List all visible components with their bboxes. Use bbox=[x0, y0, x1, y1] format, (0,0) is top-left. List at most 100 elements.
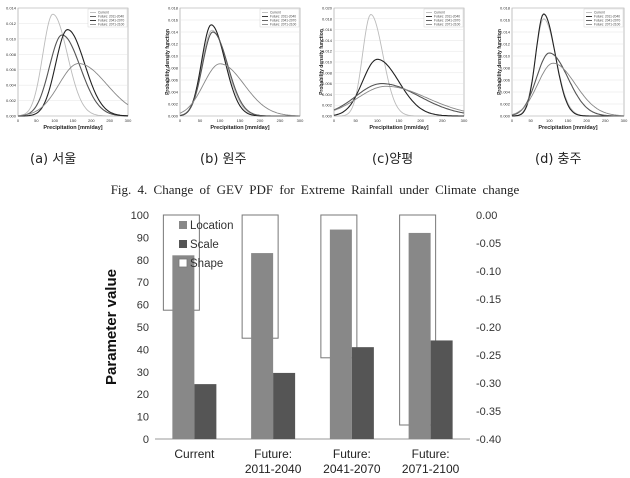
y-tick-label: 0.018 bbox=[500, 6, 511, 11]
y-tick-label: 0.000 bbox=[6, 114, 17, 119]
y-tick-label: 20 bbox=[137, 389, 149, 401]
pdf-curve-future-2071-2100 bbox=[17, 63, 129, 117]
panel-d: 0.000 0.002 0.004 0.006 0.008 0.010 0.012 0.014… bbox=[496, 0, 628, 136]
x-tick-label: 100 bbox=[217, 118, 224, 123]
y-tick-label: 0.000 bbox=[168, 114, 179, 119]
pdf-chart-d: 0.000 0.002 0.004 0.006 0.008 0.010 0.012 0.014… bbox=[497, 6, 628, 132]
y-tick-label: 0.004 bbox=[168, 90, 179, 95]
x-category-label: 2071-2100 bbox=[402, 462, 460, 475]
y-tick-label: 0.018 bbox=[322, 16, 333, 21]
x-tick-label: 150 bbox=[70, 118, 77, 123]
pdf-curve-future-2041-2070 bbox=[333, 83, 465, 114]
y-tick-label: 0.002 bbox=[6, 98, 17, 103]
x-tick-label: 100 bbox=[374, 118, 381, 123]
figure-caption: Fig. 4. Change of GEV PDF for Extreme Ra… bbox=[110, 182, 520, 197]
y2-tick-label: -0.20 bbox=[476, 322, 501, 334]
y-tick-label: 10 bbox=[137, 412, 149, 424]
legend-swatch-location bbox=[179, 221, 187, 229]
x-tick-label: 150 bbox=[565, 118, 572, 123]
pdf-curve-future-2041-2070 bbox=[18, 29, 128, 117]
bar-scale bbox=[194, 384, 217, 439]
x-tick-label: 0 bbox=[511, 118, 514, 123]
y-tick-label: 0.016 bbox=[168, 18, 179, 23]
y2-tick-label: -0.05 bbox=[476, 238, 501, 250]
pdf-curve-future-2011-2040 bbox=[18, 34, 128, 117]
legend-swatch-scale bbox=[179, 240, 187, 248]
y-tick-label: 0.014 bbox=[168, 30, 179, 35]
y-tick-label: 60 bbox=[137, 300, 149, 312]
y-tick-label: 90 bbox=[137, 232, 149, 244]
y-tick-label: 0.002 bbox=[500, 102, 511, 107]
pdf-chart-b: 0.000 0.002 0.004 0.006 0.008 0.010 0.012 0.014… bbox=[165, 6, 304, 132]
legend-label: Future: 2071-2100 bbox=[434, 23, 460, 27]
panel-caption-b: (b) 원주 bbox=[200, 152, 247, 167]
panel-a: 0.000 0.002 0.004 0.006 0.008 0.010 0.012 0.014… bbox=[2, 0, 132, 136]
x-tick-label: 50 bbox=[34, 118, 39, 123]
y-tick-label: 70 bbox=[137, 277, 149, 289]
bar-scale bbox=[430, 340, 453, 439]
panel-caption-a: (a) 서울 bbox=[30, 152, 77, 167]
y-tick-label: 0.010 bbox=[500, 54, 511, 59]
x-tick-label: 300 bbox=[125, 118, 132, 123]
y-tick-label: 0.004 bbox=[322, 92, 333, 97]
panel-caption-d: (d) 충주 bbox=[535, 152, 582, 167]
y-tick-label: 100 bbox=[131, 210, 149, 222]
legend-label: Future: 2041-2070 bbox=[98, 19, 124, 23]
y-tick-label: 0.012 bbox=[500, 42, 511, 47]
x-tick-label: 100 bbox=[546, 118, 553, 123]
legend-label: Future: 2041-2070 bbox=[270, 19, 296, 23]
y-tick-label: 0.014 bbox=[500, 30, 511, 35]
pdf-curve-current bbox=[17, 13, 128, 117]
x-axis-label: Precipitation [mm/day] bbox=[369, 125, 428, 131]
pdf-curve-future-2071-2100 bbox=[179, 63, 300, 117]
y-tick-label: 0.016 bbox=[500, 18, 511, 23]
x-tick-label: 300 bbox=[621, 118, 628, 123]
legend-label: Future: 2071-2100 bbox=[270, 23, 296, 27]
x-tick-label: 100 bbox=[51, 118, 58, 123]
legend-label-scale: Scale bbox=[190, 239, 219, 251]
y2-tick-label: -0.15 bbox=[476, 294, 501, 306]
x-tick-label: 200 bbox=[583, 118, 590, 123]
bar-location bbox=[408, 232, 431, 439]
legend-box bbox=[583, 8, 624, 28]
y-tick-label: 0.000 bbox=[500, 114, 511, 119]
y-tick-label: 0.010 bbox=[322, 60, 333, 65]
bar-scale bbox=[273, 372, 296, 439]
y-tick-label: 50 bbox=[137, 322, 149, 334]
x-category-label: 2041-2070 bbox=[323, 462, 381, 475]
y-tick-label: 0.004 bbox=[500, 90, 511, 95]
pdf-curve-future-2011-2040 bbox=[511, 13, 624, 117]
x-tick-label: 250 bbox=[602, 118, 609, 123]
y-tick-label: 0.006 bbox=[168, 78, 179, 83]
y2-tick-label: -0.30 bbox=[476, 378, 501, 390]
y-axis-label: Probability density function bbox=[497, 29, 503, 95]
legend-label: Future: 2011-2040 bbox=[98, 15, 124, 19]
y-tick-label: 0.006 bbox=[500, 78, 511, 83]
pdf-curve-future-2041-2070 bbox=[511, 52, 624, 117]
panel-caption-c: (c)양평 bbox=[372, 152, 414, 167]
pdf-curve-future-2041-2070 bbox=[179, 31, 300, 117]
y-tick-label: 0.018 bbox=[168, 6, 179, 11]
x-axis-label: Precipitation [mm/day] bbox=[538, 125, 597, 131]
legend-label: Current bbox=[594, 11, 605, 15]
x-tick-label: 0 bbox=[333, 118, 336, 123]
y-tick-label: 0.012 bbox=[322, 49, 333, 54]
legend-box bbox=[423, 8, 464, 28]
x-axis-label: Precipitation [mm/day] bbox=[210, 125, 269, 131]
y-axis-label: Probability density function bbox=[165, 29, 171, 95]
y2-tick-label: -0.10 bbox=[476, 266, 501, 278]
y2-tick-label: -0.35 bbox=[476, 406, 501, 418]
y-tick-label: 0.002 bbox=[168, 102, 179, 107]
y-tick-label: 0.012 bbox=[168, 42, 179, 47]
legend-label-location: Location bbox=[190, 220, 233, 232]
x-category-label: Future: bbox=[412, 447, 450, 461]
x-tick-label: 250 bbox=[106, 118, 113, 123]
panel-b: 0.000 0.002 0.004 0.006 0.008 0.010 0.012 0.014… bbox=[164, 0, 304, 136]
x-tick-label: 250 bbox=[277, 118, 284, 123]
y-tick-label: 0.008 bbox=[322, 70, 333, 75]
x-tick-label: 150 bbox=[396, 118, 403, 123]
y-tick-label: 0.008 bbox=[6, 52, 17, 57]
y-tick-label: 80 bbox=[137, 255, 149, 267]
y-tick-label: 0.000 bbox=[322, 114, 333, 119]
pdf-chart-a: 0.000 0.002 0.004 0.006 0.008 0.010 0.012 0.014… bbox=[6, 6, 132, 132]
